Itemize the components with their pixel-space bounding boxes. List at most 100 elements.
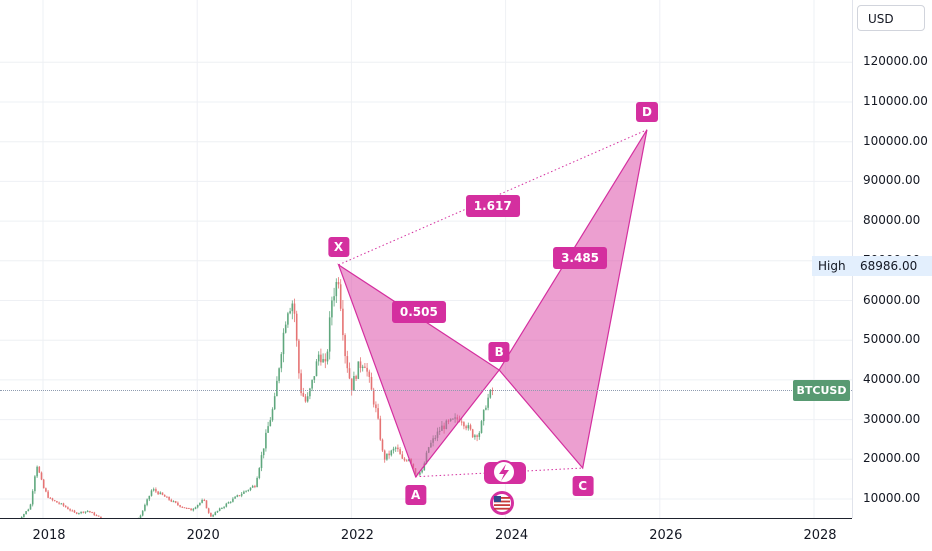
candle-body xyxy=(245,490,247,492)
candle-body xyxy=(36,466,38,477)
candle-body xyxy=(166,496,168,498)
xabcd-pattern[interactable] xyxy=(337,129,648,515)
candle-body xyxy=(232,498,234,502)
candle-body xyxy=(251,485,254,488)
candle-body xyxy=(469,425,472,430)
candle-body xyxy=(71,510,74,512)
ratio-label: 0.505 xyxy=(391,301,446,324)
y-tick-label: 10000.00 xyxy=(863,491,921,505)
candle-body xyxy=(218,508,221,511)
candle-body xyxy=(465,426,467,429)
price-chart[interactable] xyxy=(0,0,852,518)
us-flag-icon[interactable] xyxy=(490,491,514,515)
candle-body xyxy=(229,501,232,503)
candle-body xyxy=(471,429,474,438)
candle-body xyxy=(34,476,36,492)
candle-body xyxy=(331,300,333,318)
candle-body xyxy=(227,502,230,504)
candle-body xyxy=(199,502,201,505)
candle-body xyxy=(392,448,395,451)
candle-body xyxy=(69,509,71,511)
candle-body xyxy=(344,335,346,357)
candle-body xyxy=(49,497,52,499)
candle-body xyxy=(350,378,353,391)
candle-body xyxy=(73,510,76,513)
candle-body xyxy=(326,351,329,362)
candle-body xyxy=(221,507,223,509)
candle-body xyxy=(78,513,80,515)
x-tick-label: 2020 xyxy=(186,528,220,543)
x-tick-label: 2024 xyxy=(495,528,529,543)
pattern-triangle-bcd[interactable] xyxy=(498,129,648,470)
candle-body xyxy=(348,368,351,379)
candle-body xyxy=(86,511,89,513)
candle-body xyxy=(183,507,186,509)
candle-body xyxy=(216,510,219,513)
candle-body xyxy=(487,397,489,408)
candle-body xyxy=(172,501,175,503)
candle-body xyxy=(403,458,406,461)
candle-body xyxy=(421,470,423,473)
candle-body xyxy=(238,495,241,497)
candle-body xyxy=(337,282,340,285)
candle-body xyxy=(335,282,338,297)
candle-body xyxy=(379,418,382,440)
pattern-point-a: A xyxy=(404,484,427,505)
event-icons[interactable] xyxy=(484,460,526,515)
y-tick-label: 120000.00 xyxy=(863,54,928,69)
candle-body xyxy=(405,460,408,462)
candle-body xyxy=(342,308,344,336)
candle-body xyxy=(97,515,100,517)
candle-body xyxy=(27,509,30,512)
candle-body xyxy=(364,366,366,368)
candle-body xyxy=(20,516,23,518)
candle-body xyxy=(141,510,144,516)
candle-body xyxy=(174,501,177,503)
candle-body xyxy=(339,284,342,309)
candle-body xyxy=(95,515,98,517)
candle-body xyxy=(399,449,401,455)
currency-selector[interactable]: USD xyxy=(857,5,925,31)
candle-body xyxy=(225,503,228,507)
lightning-icon[interactable] xyxy=(484,460,526,484)
candle-body xyxy=(212,515,214,517)
candle-body xyxy=(306,396,309,402)
pattern-point-d: D xyxy=(635,101,658,122)
candle-body xyxy=(159,492,162,495)
ratio-label: 3.485 xyxy=(553,246,608,269)
candle-body xyxy=(146,499,148,505)
candle-body xyxy=(210,512,212,517)
candle-body xyxy=(370,376,373,390)
candle-body xyxy=(148,495,151,500)
candle-body xyxy=(243,491,245,494)
candle-body xyxy=(353,376,355,391)
candle-body xyxy=(368,371,371,377)
candle-body xyxy=(254,485,256,488)
candle-body xyxy=(170,499,173,502)
candle-body xyxy=(260,455,263,469)
candle-body xyxy=(355,376,357,379)
time-axis[interactable]: 2018 2020 2022 2024 2026 2028 xyxy=(0,518,852,551)
x-tick-label: 2022 xyxy=(340,528,374,543)
candle-body xyxy=(460,421,463,423)
candle-body xyxy=(38,466,41,473)
candle-body xyxy=(82,511,85,513)
candle-body xyxy=(357,361,360,379)
candle-body xyxy=(236,495,239,497)
candle-body xyxy=(315,361,318,377)
candle-body xyxy=(322,359,324,363)
candle-body xyxy=(256,477,258,488)
candle-body xyxy=(84,511,87,513)
pattern-point-x: X xyxy=(327,236,350,257)
y-tick-label: 90000.00 xyxy=(863,173,921,188)
candle-body xyxy=(423,463,426,471)
candle-body xyxy=(478,432,481,437)
candle-body xyxy=(75,512,78,514)
candle-body xyxy=(333,296,335,301)
candle-body xyxy=(157,491,159,495)
candle-body xyxy=(291,303,294,312)
candle-body xyxy=(258,468,261,478)
candle-body xyxy=(482,409,485,422)
candle-body xyxy=(168,496,170,500)
candle-body xyxy=(463,422,465,427)
